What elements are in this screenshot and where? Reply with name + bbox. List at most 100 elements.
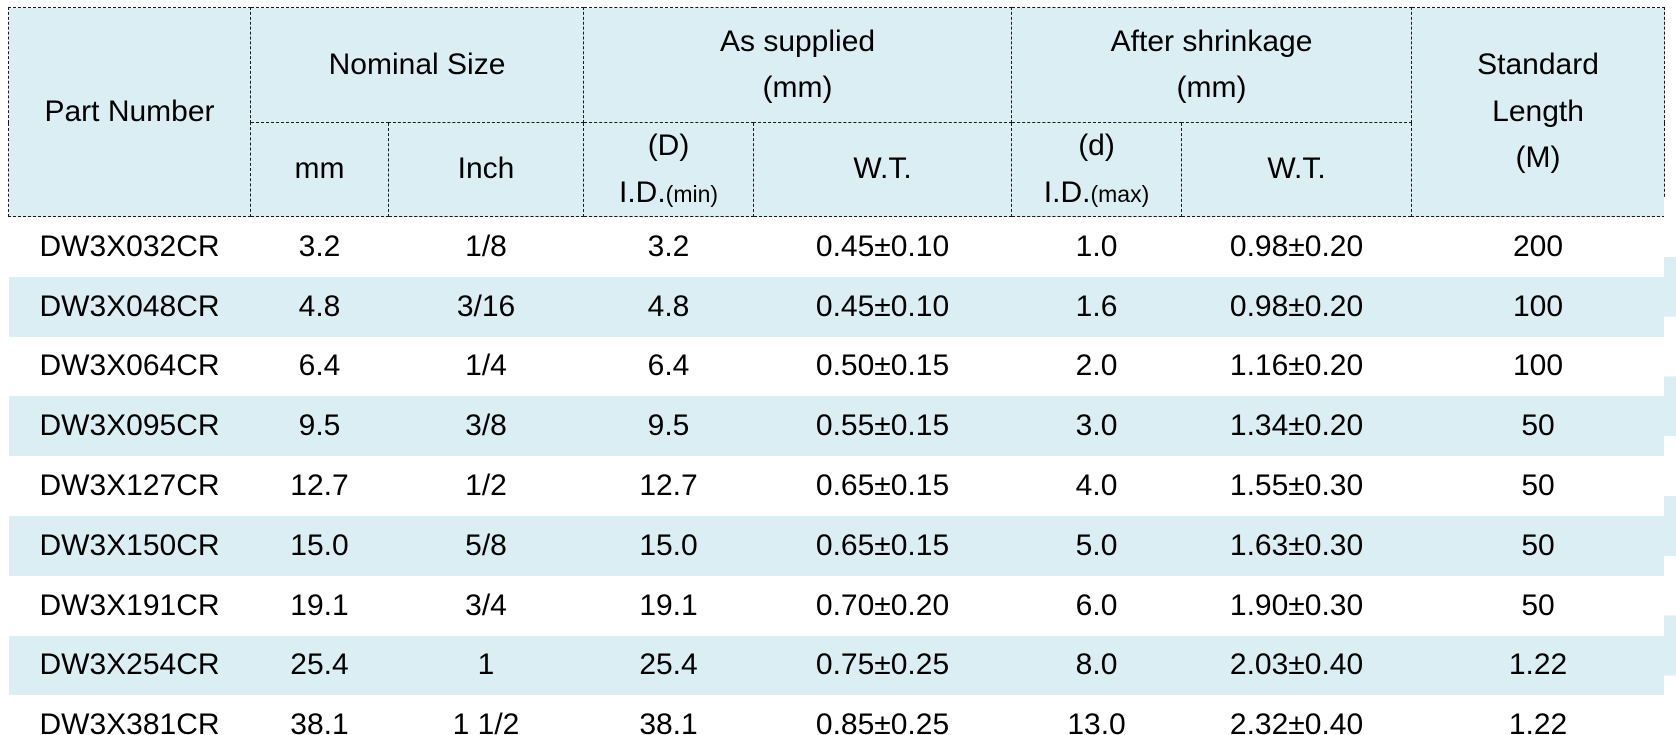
header-after-shrinkage-line1: After shrinkage (1110, 24, 1313, 58)
cell-standard-length: 200 (1513, 229, 1564, 263)
cell-nominal-inch: 3/8 (465, 409, 507, 443)
header-nominal-mm-label: mm (294, 152, 345, 186)
header-subrow: mm Inch (D) I.D.(min) W.T. (d) I.D.(max) (9, 122, 1665, 217)
cell-nominal-mm: 12.7 (290, 469, 349, 503)
cell-supplied-id-min: 4.8 (647, 289, 690, 323)
table-row: DW3X032CR 3.2 1/8 3.2 0.45±0.10 1.0 0.98±0.20 2… (9, 217, 1665, 277)
cell-supplied-id-min: 12.7 (639, 469, 698, 503)
cell-shrink-id-max: 1.0 (1075, 229, 1118, 263)
cell-standard-length: 50 (1521, 588, 1555, 622)
cell-part-number: DW3X048CR (39, 289, 220, 323)
cell-nominal-inch: 3/16 (456, 289, 516, 323)
header-shrink-id-max: (d) I.D.(max) (1011, 122, 1183, 217)
cell-shrink-wt: 2.03±0.40 (1229, 648, 1364, 682)
cell-supplied-wt: 0.75±0.25 (815, 648, 950, 682)
cell-nominal-mm: 9.5 (298, 409, 341, 443)
header-after-shrinkage: After shrinkage (mm) (1011, 7, 1413, 123)
table-row: DW3X095CR 9.5 3/8 9.5 0.55±0.15 3.0 1.34±0.20 5… (8, 396, 1665, 457)
table-row: DW3X191CR 19.1 3/4 19.1 0.70±0.20 6.0 1.90±0.3… (9, 576, 1665, 636)
header-shrink-wt: W.T. (1181, 122, 1413, 217)
header-after-shrinkage-line2: (mm) (1176, 71, 1247, 104)
cell-nominal-mm: 38.1 (290, 708, 349, 735)
cell-standard-length: 50 (1521, 469, 1555, 503)
cell-shrink-id-max: 4.0 (1075, 469, 1118, 503)
cell-part-number: DW3X150CR (39, 528, 220, 562)
cell-shrink-id-max: 1.6 (1075, 289, 1118, 323)
cell-supplied-id-min: 19.1 (639, 588, 698, 622)
cell-nominal-inch: 1/4 (465, 349, 507, 383)
cell-shrink-wt: 0.98±0.20 (1229, 289, 1364, 323)
table-body: DW3X032CR 3.2 1/8 3.2 0.45±0.10 1.0 0.98±0.20 2… (8, 217, 1665, 735)
cell-nominal-mm: 15.0 (290, 528, 349, 562)
header-nominal-inch-label: Inch (457, 152, 515, 186)
cell-supplied-wt: 0.45±0.10 (815, 289, 950, 323)
cell-part-number: DW3X064CR (39, 349, 220, 383)
cell-shrink-wt: 2.32±0.40 (1229, 708, 1364, 735)
cell-shrink-wt: 0.98±0.20 (1229, 229, 1364, 263)
cell-part-number: DW3X127CR (39, 469, 220, 503)
spec-table: Part Number Nominal Size As supplied (mm… (8, 7, 1666, 735)
cell-supplied-id-min: 38.1 (639, 708, 698, 735)
cell-supplied-id-min: 6.4 (647, 349, 690, 383)
header-supplied-id-min: (D) I.D.(min) (583, 122, 755, 217)
header-supplied-id-small: (min) (665, 180, 719, 207)
header-standard-length-line2: Length (1492, 94, 1584, 128)
cell-nominal-mm: 6.4 (298, 349, 341, 383)
cell-nominal-mm: 4.8 (298, 289, 341, 323)
cell-shrink-wt: 1.55±0.30 (1229, 469, 1364, 503)
cell-part-number: DW3X095CR (39, 409, 220, 443)
cell-standard-length: 100 (1513, 289, 1564, 323)
header-shrink-id-small: (max) (1090, 180, 1150, 207)
cell-nominal-inch: 3/4 (465, 588, 507, 622)
cell-part-number: DW3X191CR (39, 588, 220, 622)
cell-nominal-mm: 3.2 (298, 229, 341, 263)
cell-shrink-wt: 1.34±0.20 (1229, 409, 1364, 443)
cell-supplied-wt: 0.50±0.15 (815, 349, 950, 383)
header-shrink-wt-label: W.T. (1267, 152, 1326, 186)
cell-supplied-wt: 0.65±0.15 (815, 469, 950, 503)
table-row: DW3X048CR 4.8 3/16 4.8 0.45±0.10 1.6 0.98±0.20… (8, 276, 1665, 337)
cell-shrink-wt: 1.63±0.30 (1229, 528, 1364, 562)
header-shrink-id-top: (d) (1078, 129, 1115, 162)
header-standard-length-line3: (M) (1515, 141, 1561, 175)
cell-supplied-wt: 0.85±0.25 (815, 708, 950, 735)
header-standard-length: Standard Length (M) (1411, 7, 1666, 217)
header-as-supplied-line1: As supplied (719, 24, 876, 58)
header-row-group: Part Number Nominal Size As supplied (mm… (8, 7, 1666, 217)
cell-shrink-wt: 1.16±0.20 (1229, 349, 1364, 383)
cell-nominal-inch: 1/2 (465, 469, 507, 503)
cell-supplied-id-min: 25.4 (639, 648, 698, 682)
cell-nominal-inch: 1/8 (465, 229, 507, 263)
cell-supplied-id-min: 3.2 (647, 229, 690, 263)
header-shrink-id-bottom: I.D.(max) (1012, 170, 1181, 217)
header-shrink-id-main: I.D. (1043, 175, 1091, 209)
cell-part-number: DW3X254CR (39, 648, 220, 682)
table-row: DW3X150CR 15.0 5/8 15.0 0.65±0.15 5.0 1.63±0.3… (8, 515, 1665, 576)
cell-shrink-id-max: 5.0 (1075, 528, 1118, 562)
cell-shrink-id-max: 13.0 (1067, 708, 1126, 735)
table-header: Part Number Nominal Size As supplied (mm… (8, 7, 1666, 217)
cell-supplied-wt: 0.70±0.20 (815, 588, 950, 622)
cell-shrink-id-max: 3.0 (1075, 409, 1118, 443)
header-standard-length-line1: Standard (1477, 48, 1599, 82)
header-supplied-wt-label: W.T. (853, 152, 912, 186)
stripe-overhang (1664, 197, 1676, 735)
cell-shrink-id-max: 2.0 (1075, 349, 1118, 383)
cell-standard-length: 50 (1521, 409, 1555, 443)
header-as-supplied: As supplied (mm) (583, 7, 1013, 123)
cell-supplied-id-min: 15.0 (639, 528, 698, 562)
header-nominal-inch: Inch (387, 122, 585, 217)
header-supplied-id-main: I.D. (618, 175, 666, 209)
cell-standard-length: 1.22 (1508, 648, 1568, 682)
cell-standard-length: 50 (1521, 528, 1555, 562)
header-supplied-id-bottom: I.D.(min) (584, 170, 753, 217)
cell-part-number: DW3X032CR (39, 229, 220, 263)
cell-supplied-wt: 0.65±0.15 (815, 528, 950, 562)
table-row: DW3X127CR 12.7 1/2 12.7 0.65±0.15 4.0 1.55±0.3… (9, 456, 1665, 516)
cell-nominal-mm: 19.1 (290, 588, 349, 622)
header-as-supplied-line2: (mm) (762, 71, 833, 104)
cell-supplied-wt: 0.55±0.15 (815, 409, 950, 443)
header-nominal-mm: mm (250, 122, 389, 217)
cell-nominal-inch: 1 (477, 648, 495, 682)
header-nominal-size: Nominal Size (249, 7, 585, 123)
